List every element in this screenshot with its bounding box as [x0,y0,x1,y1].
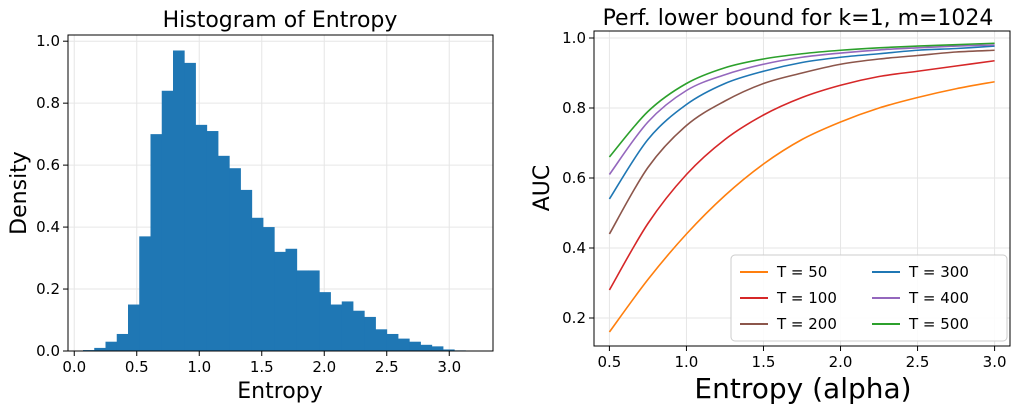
histogram-bar [420,344,433,351]
histogram-ytick-label: 0.2 [36,280,60,298]
legend-label: T = 400 [908,289,969,307]
histogram-bar [341,301,354,351]
auc-xtick-label: 1.5 [752,353,776,371]
auc-xtick-label: 0.5 [597,353,621,371]
auc-ytick-label: 0.2 [562,309,586,327]
histogram-ytick-label: 0.8 [36,94,60,112]
histogram-bar [409,341,421,351]
series-line-t400 [608,44,995,175]
auc-xtick-label: 2.5 [906,353,930,371]
histogram-bar [161,90,174,351]
series-line-t300 [608,45,995,200]
histogram-bar [263,227,275,351]
histogram-ytick-label: 1.0 [36,32,60,50]
legend-label: T = 500 [908,315,969,333]
histogram-bar [285,248,298,351]
histogram-bar [443,349,455,351]
histogram-xtick-label: 3.0 [437,358,461,376]
histogram-bar [173,50,185,351]
series-line-t100 [608,59,995,291]
auc-ticks: 0.5 1.0 1.5 2.0 2.5 3.0 0.2 0.4 0.6 0.8 1.0 [562,29,1006,371]
histogram-title: Histogram of Entropy [163,8,398,33]
histogram-bar [184,62,196,351]
histogram-bar [353,310,365,351]
histogram-bar [364,316,376,351]
histogram-xtick-label: 0.5 [125,358,149,376]
histogram-ticks: 0.0 0.5 1.0 1.5 2.0 2.5 3.0 0.0 0.2 0.4 0.6 0.8 1.0 [36,32,461,376]
histogram-bar [308,270,320,351]
histogram-bar [116,333,129,351]
auc-frame [593,30,1011,347]
auc-xtick-label: 3.0 [983,353,1007,371]
histogram-frame [67,34,494,352]
histogram-bar [128,304,140,351]
histogram-bar [94,347,106,351]
histogram-bar [206,131,219,351]
auc-lines [608,42,995,333]
auc-ytick-label: 0.8 [562,99,586,117]
legend-label: T = 200 [776,315,837,333]
histogram-ylabel: Density [7,151,32,235]
histogram-bars [83,50,466,351]
histogram-ytick-label: 0.4 [36,218,60,236]
histogram-grid [68,35,493,352]
legend-label: T = 300 [908,263,969,281]
histogram-bar [105,341,118,351]
histogram-xtick-label: 2.0 [312,358,336,376]
histogram-xtick-label: 1.5 [250,358,274,376]
series-line-t200 [608,49,995,235]
auc-xtick-label: 1.0 [675,353,699,371]
histogram-panel: 0.0 0.5 1.0 1.5 2.0 2.5 3.00.00.20.40.60.81.0 … [7,8,494,404]
histogram-bar [251,217,264,351]
auc-ylabel: AUC [530,165,555,212]
histogram-bar [218,155,230,351]
series-line-t50 [608,80,995,333]
histogram-xtick-label: 2.5 [375,358,399,376]
auc-title: Perf. lower bound for k=1, m=1024 [603,6,994,31]
histogram-xtick-label: 0.0 [62,358,86,376]
histogram-bar [386,333,399,351]
histogram-xlabel: Entropy [237,379,322,404]
auc-ytick-label: 1.0 [562,29,586,47]
auc-ytick-label: 0.4 [562,239,586,257]
auc-xlabel: Entropy (alpha) [694,372,911,405]
auc-ytick-label: 0.6 [562,169,586,187]
histogram-bar [240,189,253,351]
histogram-bar [330,304,343,351]
auc-legend: T = 50 T = 100 T = 200 T = 300 T = 400 T = 50… [730,254,1008,342]
histogram-bar [195,124,208,351]
histogram-bar [319,292,331,351]
histogram-bar [150,134,163,351]
histogram-bar [398,338,410,351]
series-line-t500 [608,42,995,158]
histogram-xtick-label: 1.0 [187,358,211,376]
histogram-ytick-label: 0.6 [36,156,60,174]
legend-label: T = 50 [776,263,827,281]
auc-xtick-label: 2.0 [829,353,853,371]
histogram-bar [229,168,241,351]
histogram-ytick-label: 0.0 [36,342,60,360]
histogram-bar [139,236,151,351]
histogram-bar [375,329,388,351]
histogram-bar [431,346,444,351]
legend-label: T = 100 [776,289,837,307]
auc-panel: 0.5 1.0 1.5 2.0 2.5 3.0 0.2 0.4 0.6 0.8 1.0 Perf. … [530,6,1011,405]
histogram-bar [296,270,309,351]
histogram-bar [274,251,286,351]
legend-box [730,254,1008,342]
